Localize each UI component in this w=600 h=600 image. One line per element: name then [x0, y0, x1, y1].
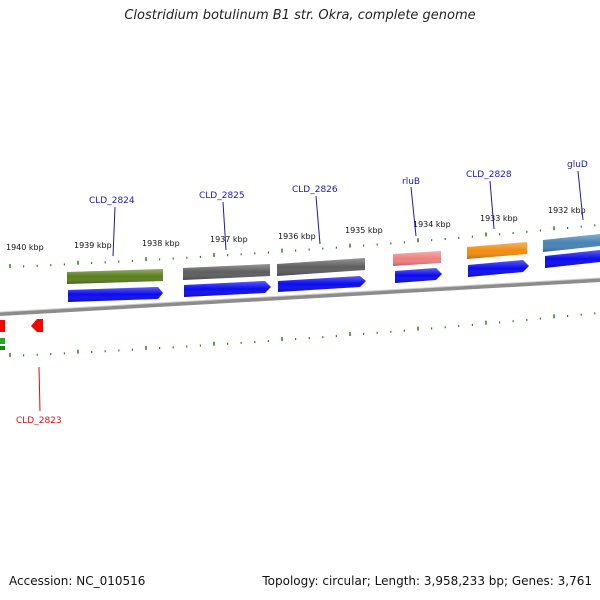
gene-label-glud[interactable]: gluD: [567, 160, 588, 170]
green-feature[interactable]: [0, 338, 5, 344]
genome-backbone: [0, 278, 600, 316]
scale-label: 1938 kbp: [142, 239, 180, 248]
gene-label-cld-2823[interactable]: CLD_2823: [16, 416, 62, 426]
gene-block-cld-2823[interactable]: [0, 320, 5, 332]
label-leaders: [38, 170, 584, 412]
cds-arrow[interactable]: [68, 287, 163, 302]
genome-summary: Topology: circular; Length: 3,958,233 bp…: [262, 574, 592, 588]
scale-label: 1936 kbp: [278, 232, 316, 241]
gene-block-glud[interactable]: [543, 234, 600, 252]
gene-block-cld-2828[interactable]: [467, 242, 527, 259]
gene-block-rlub[interactable]: [393, 251, 441, 266]
gene-labels: CLD_2824 CLD_2825 CLD_2826 rluB CLD_2828…: [16, 160, 588, 426]
cds-arrows: [68, 250, 600, 302]
cds-arrow[interactable]: [184, 281, 271, 297]
scale-label: 1932 kbp: [548, 206, 586, 215]
scale-label: 1939 kbp: [74, 241, 112, 250]
scale-label: 1940 kbp: [6, 243, 44, 252]
accession-label: Accession: NC_010516: [9, 574, 146, 588]
gene-block-cld-2824[interactable]: [67, 269, 163, 284]
scale-label: 1933 kbp: [480, 214, 518, 223]
cds-arrow[interactable]: [468, 260, 529, 277]
gene-label-cld-2826[interactable]: CLD_2826: [292, 185, 338, 195]
scale-labels: 1940 kbp 1939 kbp 1938 kbp 1937 kbp 1936…: [6, 206, 586, 252]
gene-label-cld-2824[interactable]: CLD_2824: [89, 196, 135, 206]
page-title: Clostridium botulinum B1 str. Okra, comp…: [124, 8, 476, 23]
scale-label: 1935 kbp: [345, 226, 383, 235]
cds-arrow[interactable]: [395, 268, 442, 283]
reverse-features: [0, 319, 43, 350]
gene-label-cld-2828[interactable]: CLD_2828: [466, 170, 512, 180]
forward-scale-ticks: [9, 224, 596, 268]
reverse-scale-ticks: [9, 312, 596, 357]
gene-feature-blocks: [67, 234, 600, 284]
gene-block-cld-2826[interactable]: [277, 258, 365, 276]
scale-label: 1937 kbp: [210, 235, 248, 244]
gene-label-rlub[interactable]: rluB: [402, 177, 420, 187]
cds-arrow-reverse[interactable]: [31, 319, 43, 332]
cds-arrow[interactable]: [278, 276, 366, 292]
gene-block-cld-2825[interactable]: [183, 264, 270, 280]
gene-label-cld-2825[interactable]: CLD_2825: [199, 191, 245, 201]
cds-arrow[interactable]: [545, 250, 600, 268]
scale-label: 1934 kbp: [413, 220, 451, 229]
green-feature[interactable]: [0, 346, 5, 350]
